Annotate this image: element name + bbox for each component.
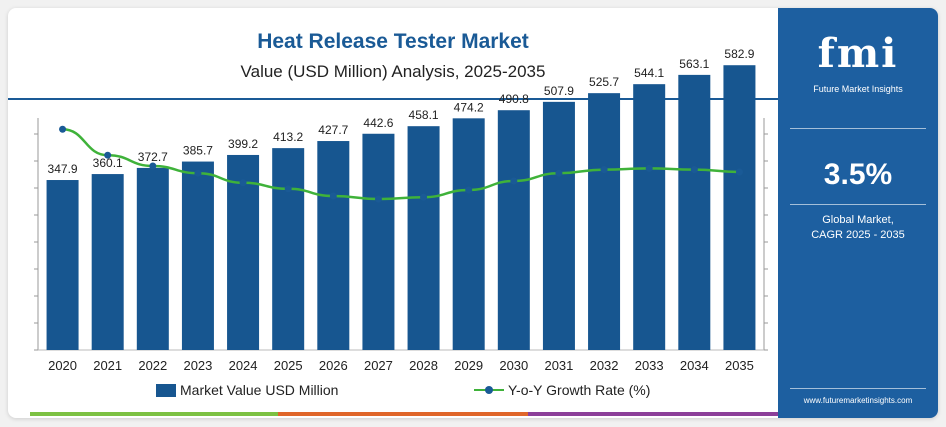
chart-svg: 347.9 360.1 372.7 385.7 399.2 413.2 427.7 442.6… <box>34 47 768 373</box>
legend-bar-swatch <box>156 383 176 397</box>
x-tick-label-2030: 2030 <box>499 358 528 373</box>
x-tick-label-2029: 2029 <box>454 358 483 373</box>
x-tick-label-2025: 2025 <box>274 358 303 373</box>
growth-rate-line <box>62 128 740 201</box>
x-tick-label-2026: 2026 <box>319 358 348 373</box>
bar-2020 <box>46 180 79 350</box>
bar-label-2034: 563.1 <box>679 57 709 71</box>
bar-2026 <box>317 141 350 350</box>
growth-point-2023 <box>194 169 202 177</box>
bar-2028 <box>407 126 440 350</box>
chart-title: Heat Release Tester Market <box>257 30 529 53</box>
bottom-bar-orange <box>278 412 528 416</box>
bar-label-2031: 507.9 <box>544 84 574 98</box>
legend-growth-rate: Y-o-Y Growth Rate (%) <box>474 382 650 398</box>
growth-point-2032 <box>600 166 608 174</box>
cagr-value: 3.5% <box>823 158 893 191</box>
x-tick-label-2033: 2033 <box>635 358 664 373</box>
legend-growth-rate-label: Y-o-Y Growth Rate (%) <box>508 382 651 398</box>
x-tick-label-2034: 2034 <box>680 358 709 373</box>
chart-subtitle: Value (USD Million) Analysis, 2025-2035 <box>240 62 546 81</box>
x-tick-label-2023: 2023 <box>183 358 212 373</box>
bar-label-2022: 372.7 <box>138 150 168 164</box>
bar-2034 <box>678 74 711 350</box>
growth-point-2034 <box>690 166 698 174</box>
bar-label-2023: 385.7 <box>183 144 213 158</box>
growth-point-2028 <box>420 193 428 201</box>
legend-line-swatch <box>474 386 504 394</box>
growth-point-2027 <box>374 195 382 203</box>
bar-label-2035: 582.9 <box>724 47 754 61</box>
bar-label-2020: 347.9 <box>48 162 78 176</box>
growth-point-2021 <box>104 151 112 159</box>
bar-2025 <box>272 148 305 350</box>
growth-point-2026 <box>329 192 337 200</box>
title-divider <box>8 98 778 100</box>
sidebar-divider-mid <box>790 204 926 205</box>
logo-subtitle: Future Market Insights <box>813 84 903 94</box>
growth-point-2030 <box>510 177 518 185</box>
sidebar-divider-bottom <box>790 388 926 389</box>
bar-label-2026: 427.7 <box>318 123 348 137</box>
x-tick-label-2028: 2028 <box>409 358 438 373</box>
x-tick-label-2021: 2021 <box>93 358 122 373</box>
chart-area: Heat Release Tester Market Value (USD Mi… <box>8 8 778 418</box>
cagr-label: Global Market, CAGR 2025 - 2035 <box>778 213 938 243</box>
fmi-logo: fmi <box>817 30 899 77</box>
growth-point-2029 <box>465 186 473 194</box>
bar-label-2033: 544.1 <box>634 66 664 80</box>
bar-label-2030: 490.8 <box>499 92 529 106</box>
legend-market-value: Market Value USD Million <box>156 382 338 398</box>
bar-2023 <box>181 161 214 350</box>
cagr-label-line2: CAGR 2025 - 2035 <box>811 229 905 241</box>
x-tick-label-2020: 2020 <box>48 358 77 373</box>
bar-2029 <box>452 118 485 350</box>
growth-point-2033 <box>645 164 653 172</box>
website-url: www.futuremarketinsights.com <box>803 396 913 405</box>
bar-2032 <box>588 93 621 351</box>
bar-2022 <box>136 167 169 350</box>
growth-point-2024 <box>239 179 247 187</box>
growth-point-2022 <box>149 162 157 170</box>
bar-2033 <box>633 84 666 351</box>
bar-label-2021: 360.1 <box>93 156 123 170</box>
bar-label-2025: 413.2 <box>273 130 303 144</box>
x-tick-label-2024: 2024 <box>229 358 258 373</box>
sidebar-divider-top <box>790 128 926 129</box>
x-tick-label-2022: 2022 <box>138 358 167 373</box>
cagr-label-line1: Global Market, <box>822 214 894 226</box>
x-tick-label-2027: 2027 <box>364 358 393 373</box>
bar-2035 <box>723 65 756 350</box>
growth-point-2025 <box>284 185 292 193</box>
growth-point-2035 <box>735 168 743 176</box>
bar-2027 <box>362 133 395 350</box>
bottom-bar-green <box>30 412 278 416</box>
bar-2031 <box>542 101 575 350</box>
bar-label-2024: 399.2 <box>228 137 258 151</box>
bar-label-2032: 525.7 <box>589 75 619 89</box>
bar-2024 <box>227 154 260 350</box>
bar-label-2028: 458.1 <box>409 108 439 122</box>
bar-label-2029: 474.2 <box>454 100 484 114</box>
sidebar-panel: fmi Future Market Insights 3.5% Global M… <box>778 8 938 418</box>
legend-market-value-label: Market Value USD Million <box>180 382 339 398</box>
x-tick-label-2031: 2031 <box>544 358 573 373</box>
growth-point-2031 <box>555 169 563 177</box>
chart-card: Heat Release Tester Market Value (USD Mi… <box>8 8 938 418</box>
growth-point-2020 <box>59 125 67 133</box>
bar-label-2027: 442.6 <box>363 116 393 130</box>
x-tick-label-2035: 2035 <box>725 358 754 373</box>
x-tick-label-2032: 2032 <box>590 358 619 373</box>
bar-2030 <box>497 110 530 351</box>
bottom-bar-purple <box>528 412 778 416</box>
bar-2021 <box>91 174 124 350</box>
